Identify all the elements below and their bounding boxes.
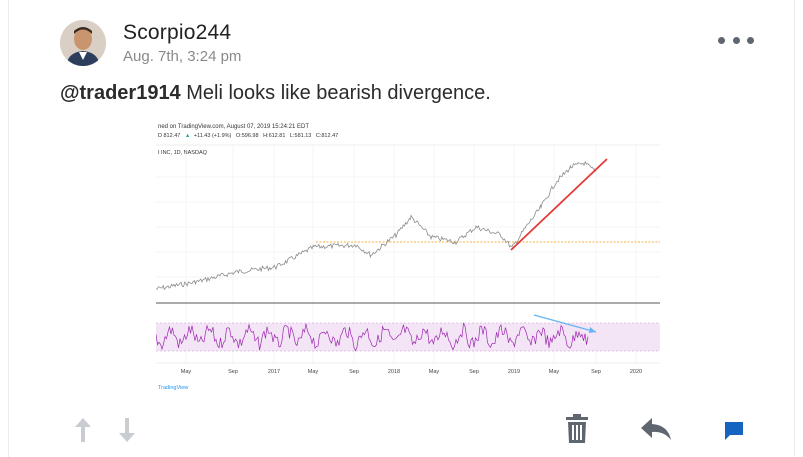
ohlc-high: H:612.81: [263, 133, 285, 139]
x-tick-label: May: [308, 369, 319, 375]
up-arrow-icon: ▲: [185, 133, 190, 139]
x-tick-label: 2018: [388, 369, 400, 375]
x-axis-ticks: May Sep 2017 May Sep 2018 May Sep 2019 May Sep 2020: [181, 369, 642, 375]
chart-image[interactable]: ned on TradingView.com, August 07, 2019 …: [156, 117, 660, 395]
chart-header: ned on TradingView.com, August 07, 2019 …: [158, 124, 309, 130]
more-options-icon[interactable]: [718, 30, 754, 50]
x-tick-label: Sep: [228, 369, 238, 375]
chart-symbol: I INC, 1D, NASDAQ: [158, 150, 208, 156]
price-series: [156, 160, 597, 291]
username[interactable]: Scorpio244: [123, 21, 232, 44]
price-trendline: [510, 158, 608, 251]
ohlc-prefix: D 812.47: [158, 133, 180, 139]
chart-ohlc: D 812.47 ▲ +11.43 (+1.9%) O:596.98 H:612…: [158, 133, 338, 139]
arrow-up-icon[interactable]: [72, 416, 94, 444]
x-tick-label: Sep: [349, 369, 359, 375]
dot: [718, 36, 725, 44]
x-tick-label: 2019: [508, 369, 520, 375]
rsi-series: [156, 322, 589, 352]
dot: [732, 36, 740, 44]
message-icon[interactable]: [724, 421, 744, 441]
ohlc-low: L:581.13: [290, 133, 311, 139]
x-tick-label: 2020: [630, 369, 642, 375]
ohlc-change: +11.43 (+1.9%): [194, 133, 232, 139]
trash-icon[interactable]: [565, 414, 589, 444]
x-tick-label: 2017: [268, 369, 280, 375]
avatar[interactable]: [60, 20, 106, 66]
x-tick-label: May: [549, 369, 560, 375]
x-tick-label: Sep: [469, 369, 479, 375]
x-tick-label: May: [429, 369, 440, 375]
ohlc-open: O:596.98: [236, 133, 259, 139]
avatar-image: [60, 20, 106, 66]
reply-icon[interactable]: [640, 416, 672, 442]
rsi-trendline: [533, 314, 597, 333]
ohlc-close: C:812.47: [316, 133, 338, 139]
dot: [747, 36, 754, 44]
tradingview-footer: TradingView: [158, 385, 188, 391]
chart-svg: ned on TradingView.com, August 07, 2019 …: [156, 124, 660, 391]
rsi-band: [156, 323, 660, 351]
x-tick-label: Sep: [591, 369, 601, 375]
post-message: @trader1914 Meli looks like bearish dive…: [60, 82, 491, 105]
rsi-trend-arrow: [589, 327, 596, 333]
arrow-down-icon[interactable]: [116, 416, 138, 444]
message-text: Meli looks like bearish divergence.: [180, 82, 491, 104]
post-timestamp: Aug. 7th, 3:24 pm: [123, 48, 242, 65]
x-tick-label: May: [181, 369, 192, 375]
user-mention[interactable]: @trader1914: [60, 82, 181, 104]
